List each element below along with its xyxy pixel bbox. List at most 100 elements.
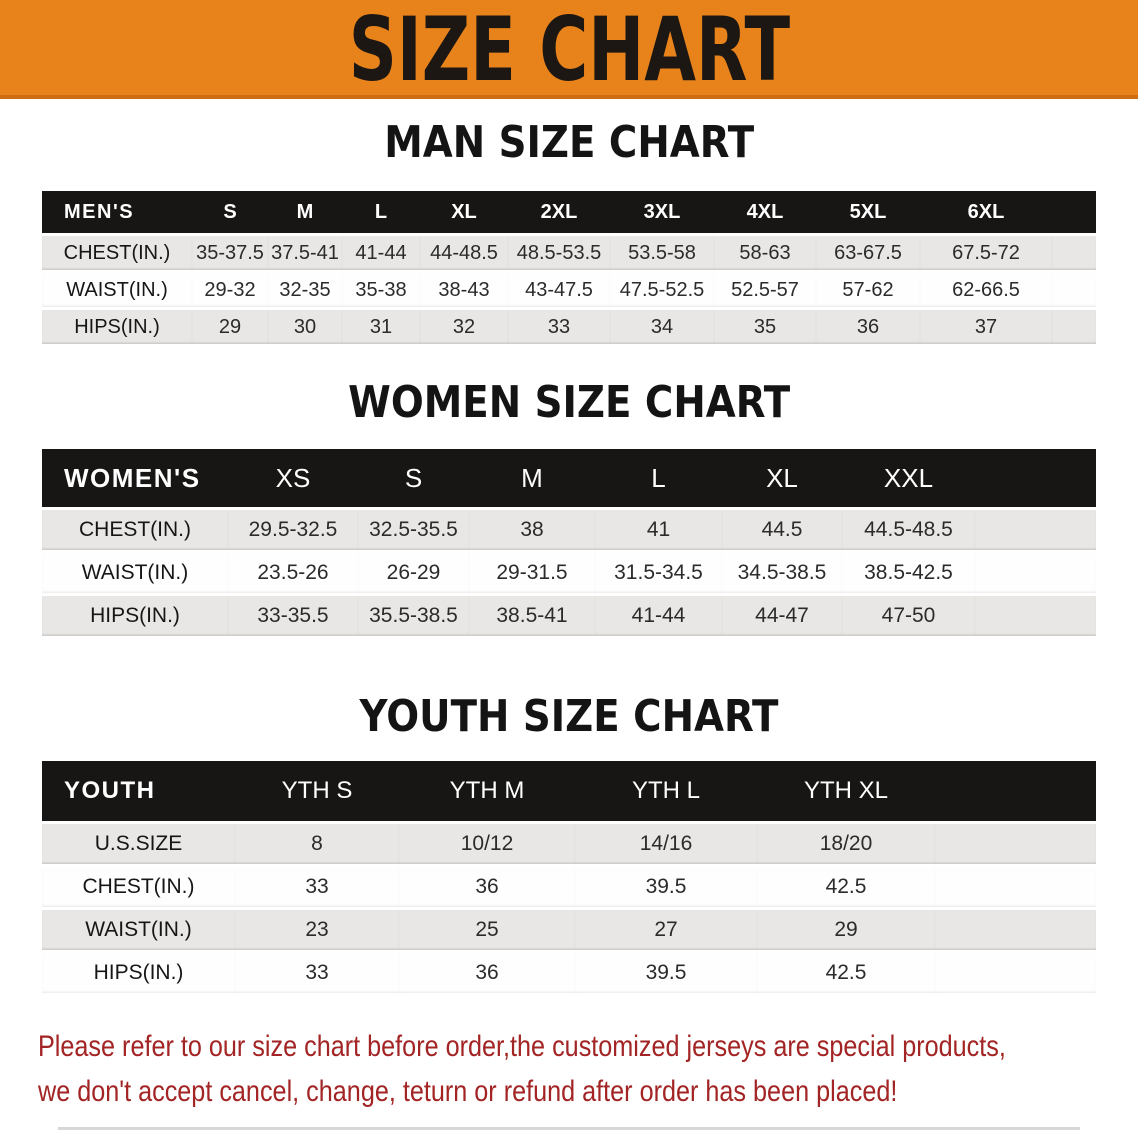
row-filler [975,553,1096,593]
column-header: YTH M [399,761,575,821]
size-value: 42.5 [757,953,935,993]
women-section: WOMEN SIZE CHART WOMEN'S XS S M L XL XXL CHEST(… [0,377,1138,639]
size-value: 48.5-53.5 [508,236,610,270]
size-value: 33 [235,867,399,907]
size-value: 35.5-38.5 [358,596,469,636]
header-row: WOMEN'S XS S M L XL XXL [42,449,1096,507]
size-value: 43-47.5 [508,273,610,307]
column-header: 4XL [714,191,816,233]
size-value: 25 [399,910,575,950]
row-label: HIPS(IN.) [42,596,228,636]
header-filler [975,449,1096,507]
size-value: 14/16 [575,824,757,864]
row-label: HIPS(IN.) [42,310,192,344]
column-header: S [358,449,469,507]
column-header: L [342,191,420,233]
size-value: 32-35 [268,273,342,307]
size-value: 62-66.5 [920,273,1052,307]
table-row: WAIST(IN.) 23 25 27 29 [42,910,1096,950]
size-value: 29 [757,910,935,950]
size-value: 37 [920,310,1052,344]
size-value: 42.5 [757,867,935,907]
column-header: XL [722,449,842,507]
size-value: 31 [342,310,420,344]
size-value: 36 [816,310,920,344]
row-label: WAIST(IN.) [42,553,228,593]
bottom-edge-divider [58,1127,1080,1130]
size-value: 33-35.5 [228,596,358,636]
row-filler [935,910,1096,950]
size-value: 38.5-41 [469,596,595,636]
row-filler [1052,236,1096,270]
men-section-heading: MAN SIZE CHART [0,117,1138,169]
row-filler [1052,273,1096,307]
row-label: HIPS(IN.) [42,953,235,993]
size-value: 44.5 [722,510,842,550]
table-corner-label: YOUTH [42,761,235,821]
size-value: 38.5-42.5 [842,553,975,593]
men-size-table: MEN'S S M L XL 2XL 3XL 4XL 5XL 6XL CHEST(IN.) 35-37… [42,188,1096,347]
column-header: XS [228,449,358,507]
disclaimer: Please refer to our size chart before or… [0,1024,1138,1114]
size-value: 35-38 [342,273,420,307]
table-corner-label: WOMEN'S [42,449,228,507]
row-filler [1052,310,1096,344]
size-value: 63-67.5 [816,236,920,270]
size-value: 37.5-41 [268,236,342,270]
banner: SIZE CHART [0,0,1138,99]
table-row: WAIST(IN.) 29-32 32-35 35-38 38-43 43-47.5 47.… [42,273,1096,307]
header-filler [935,761,1096,821]
size-value: 34.5-38.5 [722,553,842,593]
size-value: 33 [508,310,610,344]
size-value: 34 [610,310,714,344]
column-header: XL [420,191,508,233]
size-value: 23.5-26 [228,553,358,593]
size-value: 41-44 [595,596,722,636]
size-value: 29 [192,310,268,344]
table-row: HIPS(IN.) 33-35.5 35.5-38.5 38.5-41 41-44 44-… [42,596,1096,636]
women-section-heading-text: WOMEN SIZE CHART [347,377,791,428]
size-value: 47.5-52.5 [610,273,714,307]
size-value: 35 [714,310,816,344]
column-header: L [595,449,722,507]
size-value: 47-50 [842,596,975,636]
size-value: 44.5-48.5 [842,510,975,550]
size-value: 39.5 [575,953,757,993]
table-row: CHEST(IN.) 29.5-32.5 32.5-35.5 38 41 44.5 44.5… [42,510,1096,550]
size-value: 23 [235,910,399,950]
table-row: WAIST(IN.) 23.5-26 26-29 29-31.5 31.5-34.5 34… [42,553,1096,593]
size-value: 41-44 [342,236,420,270]
size-value: 29.5-32.5 [228,510,358,550]
women-size-table: WOMEN'S XS S M L XL XXL CHEST(IN.) 29.5-32.5 32.5… [42,446,1096,639]
page-title: SIZE CHART [348,0,790,101]
size-value: 35-37.5 [192,236,268,270]
table-row: HIPS(IN.) 29 30 31 32 33 34 35 36 37 [42,310,1096,344]
column-header: M [469,449,595,507]
size-value: 44-48.5 [420,236,508,270]
row-label: CHEST(IN.) [42,867,235,907]
size-value: 10/12 [399,824,575,864]
row-filler [935,824,1096,864]
size-value: 31.5-34.5 [595,553,722,593]
column-header: YTH XL [757,761,935,821]
size-value: 36 [399,867,575,907]
women-section-heading: WOMEN SIZE CHART [0,377,1138,429]
size-value: 8 [235,824,399,864]
size-value: 30 [268,310,342,344]
column-header: S [192,191,268,233]
youth-section-heading-text: YOUTH SIZE CHART [359,691,779,742]
table-corner-label: MEN'S [42,191,192,233]
table-row: CHEST(IN.) 35-37.5 37.5-41 41-44 44-48.5 48.5… [42,236,1096,270]
table-row: U.S.SIZE 8 10/12 14/16 18/20 [42,824,1096,864]
size-value: 44-47 [722,596,842,636]
size-value: 52.5-57 [714,273,816,307]
men-section: MAN SIZE CHART MEN'S S M L XL 2XL 3XL 4XL 5XL 6XL… [0,117,1138,347]
row-label: CHEST(IN.) [42,236,192,270]
column-header: 5XL [816,191,920,233]
row-label: U.S.SIZE [42,824,235,864]
size-value: 26-29 [358,553,469,593]
table-row: CHEST(IN.) 33 36 39.5 42.5 [42,867,1096,907]
size-value: 58-63 [714,236,816,270]
column-header: 3XL [610,191,714,233]
